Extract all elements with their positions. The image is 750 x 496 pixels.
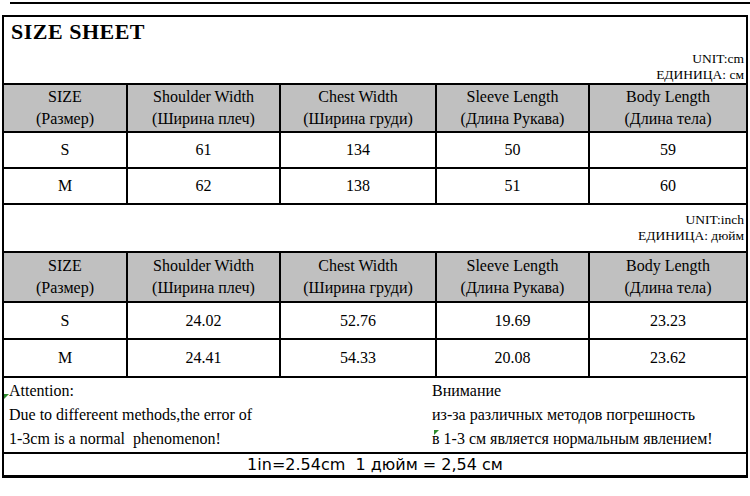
conversion-text: 1in=2.54cm 1 дюйм = 2,54 см bbox=[247, 455, 503, 474]
header-cell-body-length: Body Length (Длина тела) bbox=[588, 85, 746, 131]
header-label-ru: (Ширина плеч) bbox=[152, 108, 255, 130]
value-cell: 138 bbox=[279, 169, 435, 203]
header-label-en: Sleeve Length bbox=[467, 255, 559, 277]
value-cell: 50 bbox=[435, 133, 588, 167]
inch-table: SIZE (Размер) Shoulder Width (Ширина пле… bbox=[4, 251, 746, 376]
conversion-row: 1in=2.54cm 1 дюйм = 2,54 см bbox=[4, 452, 746, 475]
cm-table-header-row: SIZE (Размер) Shoulder Width (Ширина пле… bbox=[4, 83, 746, 131]
inch-table-row-s: S 24.02 52.76 19.69 23.23 bbox=[4, 301, 746, 338]
unit-inch-label-ru: ЕДИНИЦА: дюйм bbox=[4, 228, 744, 244]
header-cell-size: SIZE (Размер) bbox=[4, 253, 126, 301]
attention-line: в 1-3 см является нормальным явлением! bbox=[432, 427, 713, 451]
cm-table-row-s: S 61 134 50 59 bbox=[4, 131, 746, 167]
header-cell-sleeve-length: Sleeve Length (Длина Рукава) bbox=[435, 85, 588, 131]
header-label-en: SIZE bbox=[48, 255, 82, 277]
size-cell: M bbox=[4, 169, 126, 203]
attention-line: Внимание bbox=[432, 379, 713, 403]
header-cell-shoulder-width: Shoulder Width (Ширина плеч) bbox=[126, 85, 279, 131]
value-cell: 19.69 bbox=[435, 303, 588, 338]
unit-inch-label-en: UNIT:inch bbox=[4, 212, 744, 228]
header-label-en: Sleeve Length bbox=[467, 86, 559, 108]
header-label-en: Chest Width bbox=[318, 255, 398, 277]
header-cell-size: SIZE (Размер) bbox=[4, 85, 126, 131]
header-label-ru: (Длина Рукава) bbox=[461, 277, 565, 299]
attention-line: из-за различных методов погрешность bbox=[432, 403, 713, 427]
header-cell-shoulder-width: Shoulder Width (Ширина плеч) bbox=[126, 253, 279, 301]
cm-table: SIZE (Размер) Shoulder Width (Ширина пле… bbox=[4, 83, 746, 203]
unit-cm-label-en: UNIT:cm bbox=[656, 51, 744, 67]
attention-section: Attention: Due to differeent methods,the… bbox=[4, 376, 746, 452]
value-cell: 134 bbox=[279, 133, 435, 167]
unit-cm-block: UNIT:cm ЕДИНИЦА: см bbox=[656, 51, 744, 83]
header-label-ru: (Длина тела) bbox=[625, 277, 712, 299]
header-label-en: Shoulder Width bbox=[153, 86, 254, 108]
size-cell: S bbox=[4, 303, 126, 338]
attention-line: Due to differeent methods,the error of bbox=[9, 403, 252, 427]
header-cell-chest-width: Chest Width (Ширина груди) bbox=[279, 253, 435, 301]
attention-text-en: Attention: Due to differeent methods,the… bbox=[9, 379, 252, 451]
title-row: SIZE SHEET UNIT:cm ЕДИНИЦА: см bbox=[4, 17, 746, 83]
value-cell: 59 bbox=[588, 133, 746, 167]
inch-table-row-m: M 24.41 54.33 20.08 23.62 bbox=[4, 338, 746, 376]
value-cell: 54.33 bbox=[279, 340, 435, 376]
top-divider-line bbox=[10, 2, 750, 4]
value-cell: 62 bbox=[126, 169, 279, 203]
header-label-ru: (Длина Рукава) bbox=[461, 108, 565, 130]
size-sheet-page: SIZE SHEET UNIT:cm ЕДИНИЦА: см SIZE (Раз… bbox=[0, 0, 750, 496]
size-cell: M bbox=[4, 340, 126, 376]
value-cell: 51 bbox=[435, 169, 588, 203]
value-cell: 24.41 bbox=[126, 340, 279, 376]
attention-line: Attention: bbox=[9, 379, 252, 403]
header-label-en: Body Length bbox=[626, 255, 710, 277]
value-cell: 24.02 bbox=[126, 303, 279, 338]
header-label-ru: (Ширина груди) bbox=[303, 277, 413, 299]
header-cell-chest-width: Chest Width (Ширина груди) bbox=[279, 85, 435, 131]
header-label-en: Body Length bbox=[626, 86, 710, 108]
header-label-en: Chest Width bbox=[318, 86, 398, 108]
inch-table-header-row: SIZE (Размер) Shoulder Width (Ширина пле… bbox=[4, 251, 746, 301]
cm-table-row-m: M 62 138 51 60 bbox=[4, 167, 746, 203]
header-cell-sleeve-length: Sleeve Length (Длина Рукава) bbox=[435, 253, 588, 301]
attention-line: 1-3cm is a normal phenomenon! bbox=[9, 427, 252, 451]
page-title: SIZE SHEET bbox=[11, 19, 145, 45]
value-cell: 61 bbox=[126, 133, 279, 167]
value-cell: 23.23 bbox=[588, 303, 746, 338]
size-sheet-table: SIZE SHEET UNIT:cm ЕДИНИЦА: см SIZE (Раз… bbox=[2, 15, 748, 478]
header-label-ru: (Размер) bbox=[36, 277, 94, 299]
header-cell-body-length: Body Length (Длина тела) bbox=[588, 253, 746, 301]
value-cell: 60 bbox=[588, 169, 746, 203]
attention-text-ru: Внимание из-за различных методов погрешн… bbox=[432, 379, 713, 451]
unit-cm-label-ru: ЕДИНИЦА: см bbox=[656, 67, 744, 83]
value-cell: 23.62 bbox=[588, 340, 746, 376]
header-label-en: SIZE bbox=[48, 86, 82, 108]
header-label-ru: (Ширина груди) bbox=[303, 108, 413, 130]
unit-inch-block: UNIT:inch ЕДИНИЦА: дюйм bbox=[4, 203, 746, 251]
header-label-ru: (Длина тела) bbox=[625, 108, 712, 130]
header-label-ru: (Размер) bbox=[36, 108, 94, 130]
size-cell: S bbox=[4, 133, 126, 167]
header-label-en: Shoulder Width bbox=[153, 255, 254, 277]
value-cell: 52.76 bbox=[279, 303, 435, 338]
header-label-ru: (Ширина плеч) bbox=[152, 277, 255, 299]
value-cell: 20.08 bbox=[435, 340, 588, 376]
